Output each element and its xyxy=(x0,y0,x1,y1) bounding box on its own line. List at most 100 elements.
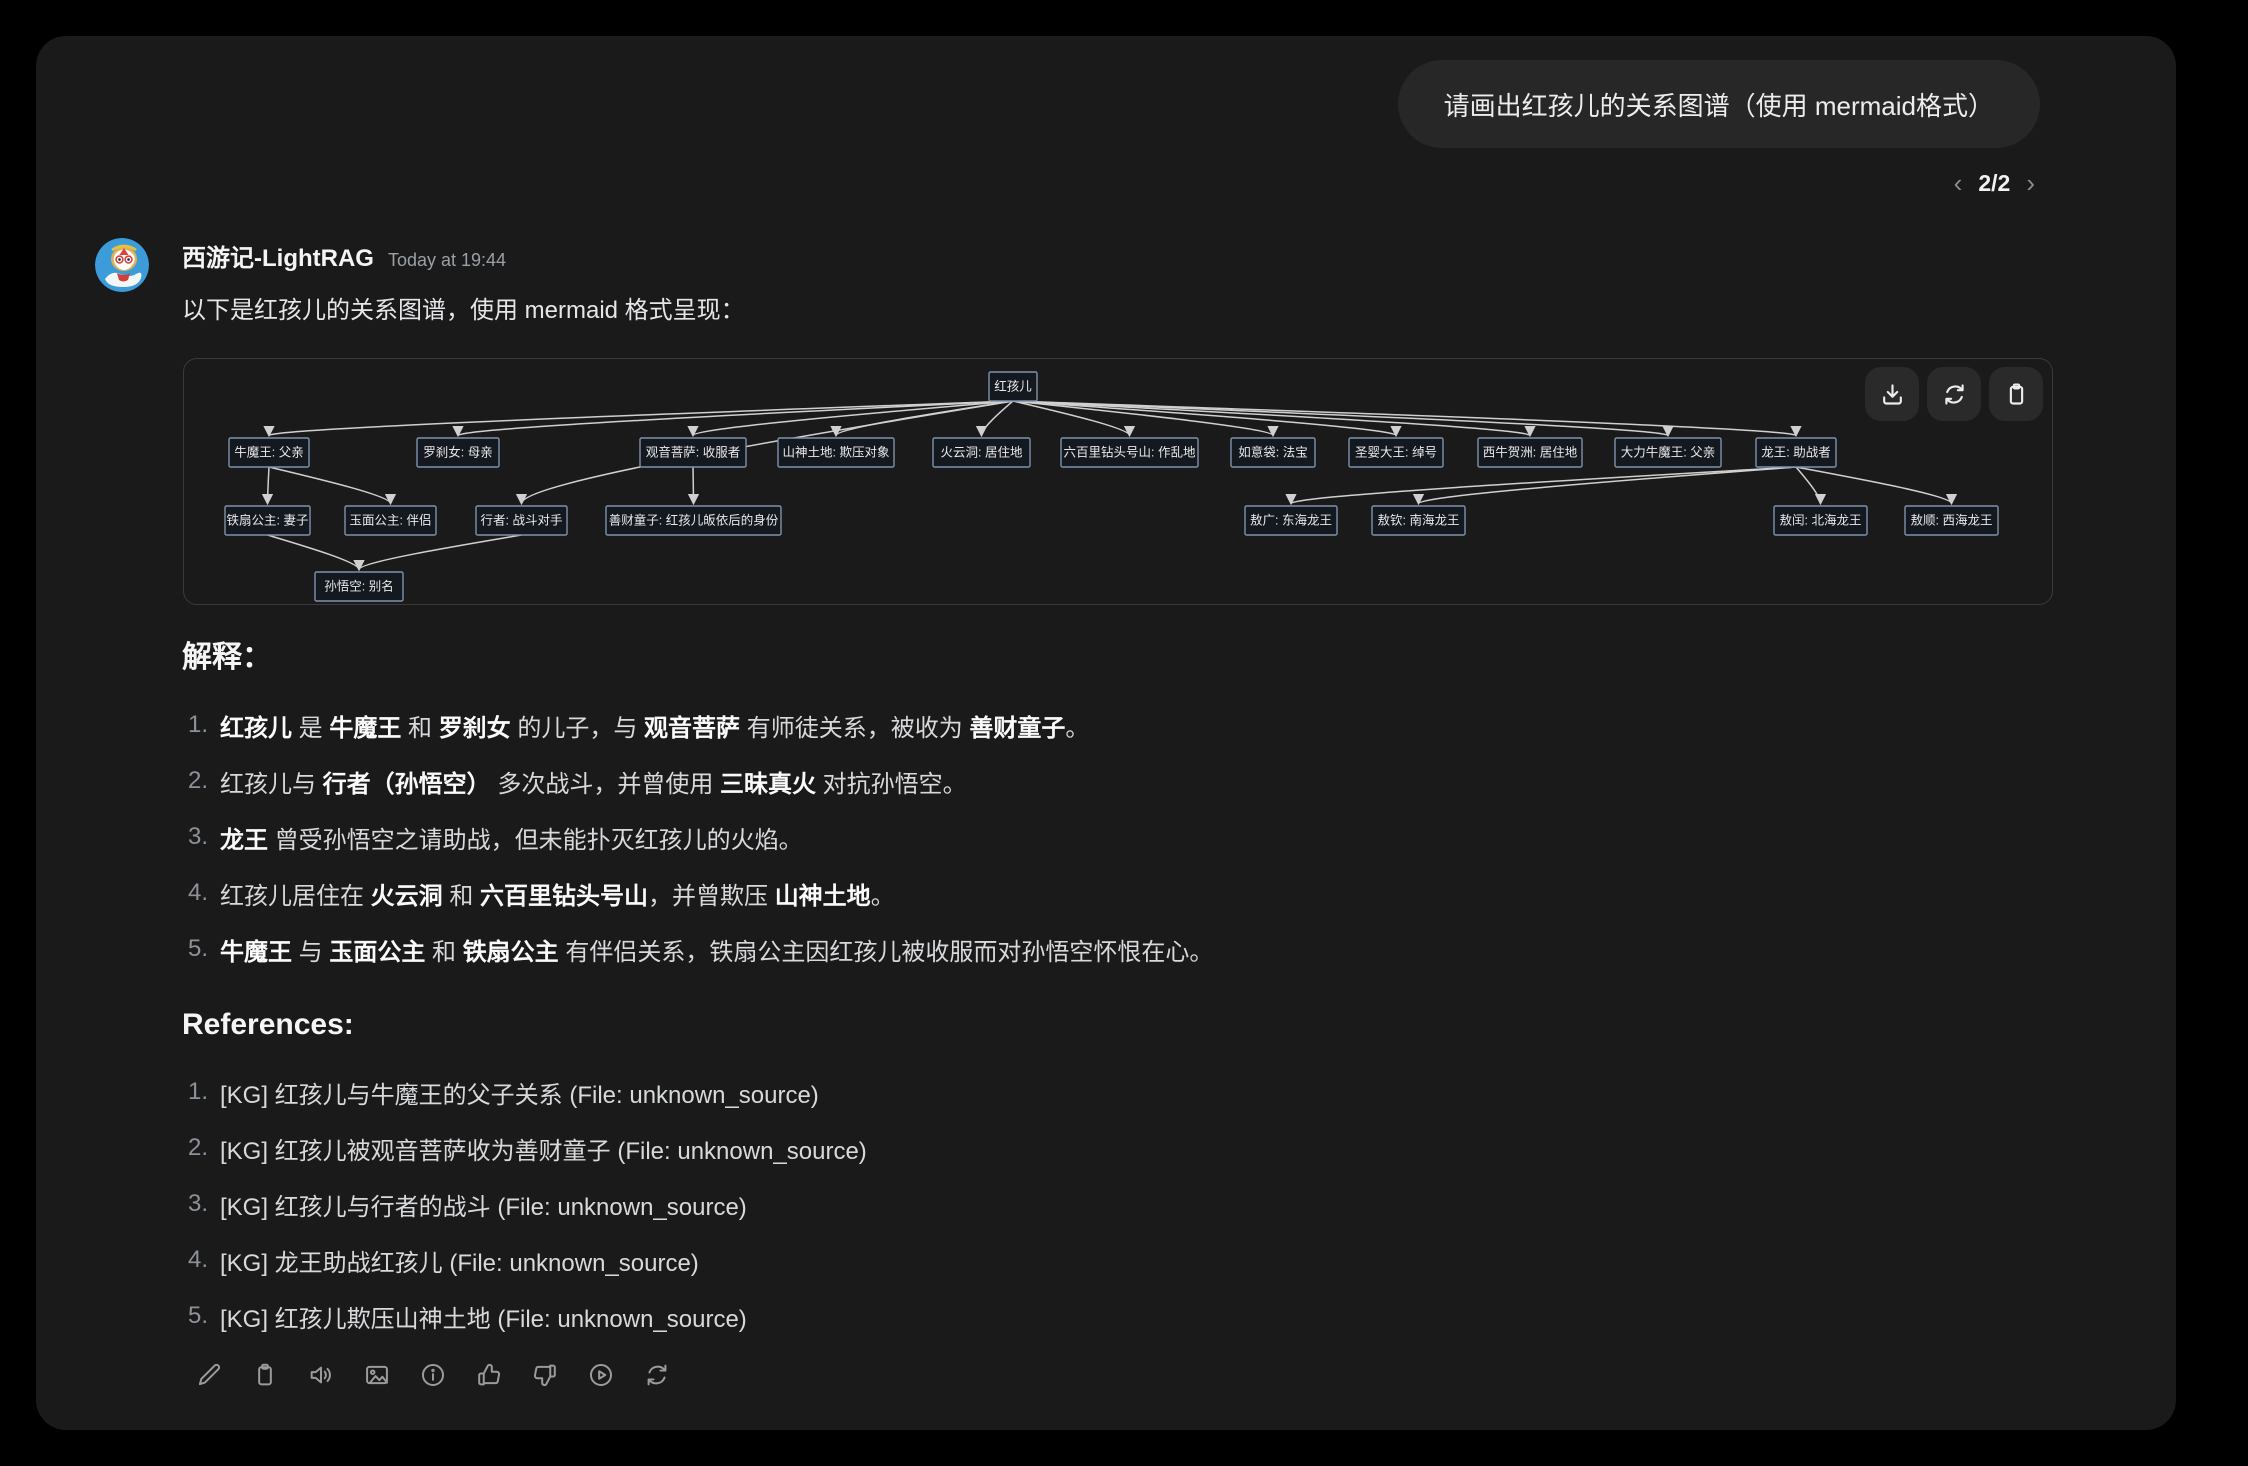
diagram-node: 西牛贺洲: 居住地 xyxy=(1477,437,1583,468)
message-action-toolbar xyxy=(188,1354,678,1396)
diagram-node-label: 观音菩萨: 收服者 xyxy=(646,445,740,460)
list-item-text: [KG] 红孩儿被观音菩萨收为善财童子 (File: unknown_sourc… xyxy=(220,1137,867,1165)
speaker-button[interactable] xyxy=(300,1354,342,1396)
diagram-edge xyxy=(452,400,1014,438)
diagram-node-label: 敖顺: 西海龙王 xyxy=(1911,513,1993,528)
diagram-node: 火云洞: 居住地 xyxy=(932,437,1031,468)
edit-icon xyxy=(198,1363,220,1386)
play-button[interactable] xyxy=(580,1354,622,1396)
diagram-node-label: 山神土地: 欺压对象 xyxy=(783,446,890,460)
list-item: 4. [KG] 龙王助战红孩儿 (File: unknown_source) xyxy=(182,1232,867,1288)
download-icon xyxy=(1882,383,1902,405)
message-pager: ‹ 2/2 › xyxy=(1954,165,2035,201)
monkey-king-avatar-icon xyxy=(95,238,149,292)
list-item: 1. [KG] 红孩儿与牛魔王的父子关系 (File: unknown_sourc… xyxy=(182,1064,867,1120)
list-item-text: [KG] 红孩儿与牛魔王的父子关系 (File: unknown_source) xyxy=(220,1081,819,1109)
list-item-number: 1. xyxy=(187,1078,208,1105)
diagram-node: 观音菩萨: 收服者 xyxy=(639,437,747,468)
bot-name[interactable]: 西游记-LightRAG xyxy=(182,245,374,272)
diagram-node-label: 西牛贺洲: 居住地 xyxy=(1483,445,1578,460)
list-item-text: 红孩儿与 行者（孙悟空） 多次战斗，并曾使用 三昧真火 对抗孙悟空。 xyxy=(220,770,967,798)
diagram-edge xyxy=(975,400,1014,438)
list-item: 2. 红孩儿与 行者（孙悟空） 多次战斗，并曾使用 三昧真火 对抗孙悟空。 xyxy=(182,753,1213,809)
refresh-button[interactable] xyxy=(1927,367,1981,421)
diagram-node: 圣婴大王: 绰号 xyxy=(1348,437,1444,468)
diagram-edge xyxy=(353,534,522,572)
list-item-text: 龙王 曾受孙悟空之请助战，但未能扑灭红孩儿的火焰。 xyxy=(220,826,803,854)
diagram-node: 大力牛魔王: 父亲 xyxy=(1614,437,1722,468)
diagram-node: 山神土地: 欺压对象 xyxy=(777,437,895,468)
diagram-edge xyxy=(1413,466,1797,506)
list-item-text: [KG] 红孩儿欺压山神土地 (File: unknown_source) xyxy=(220,1305,747,1333)
diagram-node-label: 善财童子: 红孩儿皈依后的身份 xyxy=(609,513,779,528)
diagram-node-label: 大力牛魔王: 父亲 xyxy=(1621,445,1715,460)
diagram-node: 如意袋: 法宝 xyxy=(1230,437,1316,468)
message-timestamp: Today at 19:44 xyxy=(387,250,507,270)
list-item: 5. 牛魔王 与 玉面公主 和 铁扇公主 有伴侣关系，铁扇公主因红孩儿被收服而对孙… xyxy=(182,921,1213,977)
list-item-text: [KG] 龙王助战红孩儿 (File: unknown_source) xyxy=(220,1249,699,1277)
list-item-number: 2. xyxy=(187,1134,208,1161)
list-item-number: 3. xyxy=(187,1190,208,1217)
explain-list: 1. 红孩儿 是 牛魔王 和 罗刹女 的儿子，与 观音菩萨 有师徒关系，被收为 善… xyxy=(182,697,1213,977)
list-item-text: 红孩儿 是 牛魔王 和 罗刹女 的儿子，与 观音菩萨 有师徒关系，被收为 善财童… xyxy=(220,714,1090,742)
diagram-node-label: 铁扇公主: 妻子 xyxy=(227,513,309,528)
diagram-node-label: 六百里钻头号山: 作乱地 xyxy=(1064,445,1196,460)
diagram-edge xyxy=(268,466,397,506)
diagram-node-label: 行者: 战斗对手 xyxy=(481,514,563,528)
diagram-toolbar xyxy=(1865,367,2043,421)
diagram-node: 行者: 战斗对手 xyxy=(475,505,568,536)
image-icon xyxy=(366,1365,389,1385)
pager-label: 2/2 xyxy=(1978,169,2011,196)
user-message-bubble: 请画出红孩儿的关系图谱（使用 mermaid格式） xyxy=(1397,60,2040,148)
diagram-edge xyxy=(263,400,1014,438)
pager-next-button[interactable]: › xyxy=(2026,165,2035,201)
bot-intro-text: 以下是红孩儿的关系图谱，使用 mermaid 格式呈现： xyxy=(182,297,745,324)
diagram-edge xyxy=(687,400,1014,438)
list-item-text: [KG] 红孩儿与行者的战斗 (File: unknown_source) xyxy=(220,1193,747,1221)
list-item: 3. 龙王 曾受孙悟空之请助战，但未能扑灭红孩儿的火焰。 xyxy=(182,809,1213,865)
copy-icon xyxy=(258,1363,272,1386)
list-item-text: 牛魔王 与 玉面公主 和 铁扇公主 有伴侣关系，铁扇公主因红孩儿被收服而对孙悟空… xyxy=(220,938,1214,966)
mermaid-diagram-card: 红孩儿 牛魔王: 父亲 罗刹女: 母亲 观音菩萨: 收服者 山神土地: 欺压对象 火云洞:… xyxy=(183,358,2053,605)
bot-message-header: 西游记-LightRAG Today at 19:44 xyxy=(182,244,506,274)
list-item: 5. [KG] 红孩儿欺压山神土地 (File: unknown_source) xyxy=(182,1288,867,1344)
diagram-node: 红孩儿 xyxy=(988,371,1038,402)
download-button[interactable] xyxy=(1865,367,1919,421)
diagram-edge xyxy=(1012,400,1402,438)
thumbs-down-button[interactable] xyxy=(524,1354,566,1396)
pager-prev-button[interactable]: ‹ xyxy=(1954,165,1963,201)
diagram-edge xyxy=(687,466,700,506)
edit-button[interactable] xyxy=(188,1354,230,1396)
diagram-edge xyxy=(1012,400,1536,438)
info-button[interactable] xyxy=(412,1354,454,1396)
list-item-text: 红孩儿居住在 火云洞 和 六百里钻头号山，并曾欺压 山神土地。 xyxy=(220,882,895,910)
diagram-edge xyxy=(1795,466,1958,506)
copy-button[interactable] xyxy=(244,1354,286,1396)
regenerate-button[interactable] xyxy=(636,1354,678,1396)
diagram-node-label: 敖广: 东海龙王 xyxy=(1250,513,1332,528)
copy-button[interactable] xyxy=(1989,367,2043,421)
diagram-node: 罗刹女: 母亲 xyxy=(416,437,500,468)
image-button[interactable] xyxy=(356,1354,398,1396)
copy-icon xyxy=(2009,383,2023,405)
diagram-node-label: 敖钦: 南海龙王 xyxy=(1378,513,1460,528)
diagram-edge xyxy=(1012,400,1136,438)
diagram-node: 孙悟空: 别名 xyxy=(314,571,404,602)
list-item-number: 5. xyxy=(187,935,208,962)
bot-avatar[interactable] xyxy=(95,238,149,292)
thumbs-up-button[interactable] xyxy=(468,1354,510,1396)
info-icon xyxy=(421,1363,445,1387)
user-message-text: 请画出红孩儿的关系图谱（使用 mermaid格式） xyxy=(1443,90,1994,121)
references-list: 1. [KG] 红孩儿与牛魔王的父子关系 (File: unknown_sourc… xyxy=(182,1064,867,1344)
diagram-edge xyxy=(1795,466,1827,506)
diagram-edge xyxy=(1012,400,1279,438)
diagram-node: 玉面公主: 伴侣 xyxy=(344,505,437,536)
list-item-number: 1. xyxy=(187,711,208,738)
diagram-node: 敖闰: 北海龙王 xyxy=(1773,505,1868,536)
list-item: 1. 红孩儿 是 牛魔王 和 罗刹女 的儿子，与 观音菩萨 有师徒关系，被收为 善… xyxy=(182,697,1213,753)
list-item: 4. 红孩儿居住在 火云洞 和 六百里钻头号山，并曾欺压 山神土地。 xyxy=(182,865,1213,921)
diagram-node-label: 红孩儿 xyxy=(994,379,1032,394)
list-item: 3. [KG] 红孩儿与行者的战斗 (File: unknown_source) xyxy=(182,1176,867,1232)
diagram-node: 龙王: 助战者 xyxy=(1755,437,1837,468)
diagram-node-label: 玉面公主: 伴侣 xyxy=(350,513,432,528)
